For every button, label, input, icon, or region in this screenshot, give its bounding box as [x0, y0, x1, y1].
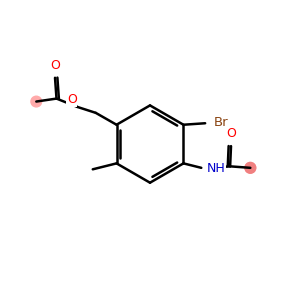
Text: O: O: [226, 127, 236, 140]
Circle shape: [31, 96, 42, 107]
Text: O: O: [67, 93, 77, 106]
Circle shape: [245, 163, 256, 173]
Text: NH: NH: [207, 162, 225, 175]
Circle shape: [245, 163, 256, 173]
Text: Br: Br: [214, 116, 229, 129]
Text: O: O: [50, 59, 60, 72]
